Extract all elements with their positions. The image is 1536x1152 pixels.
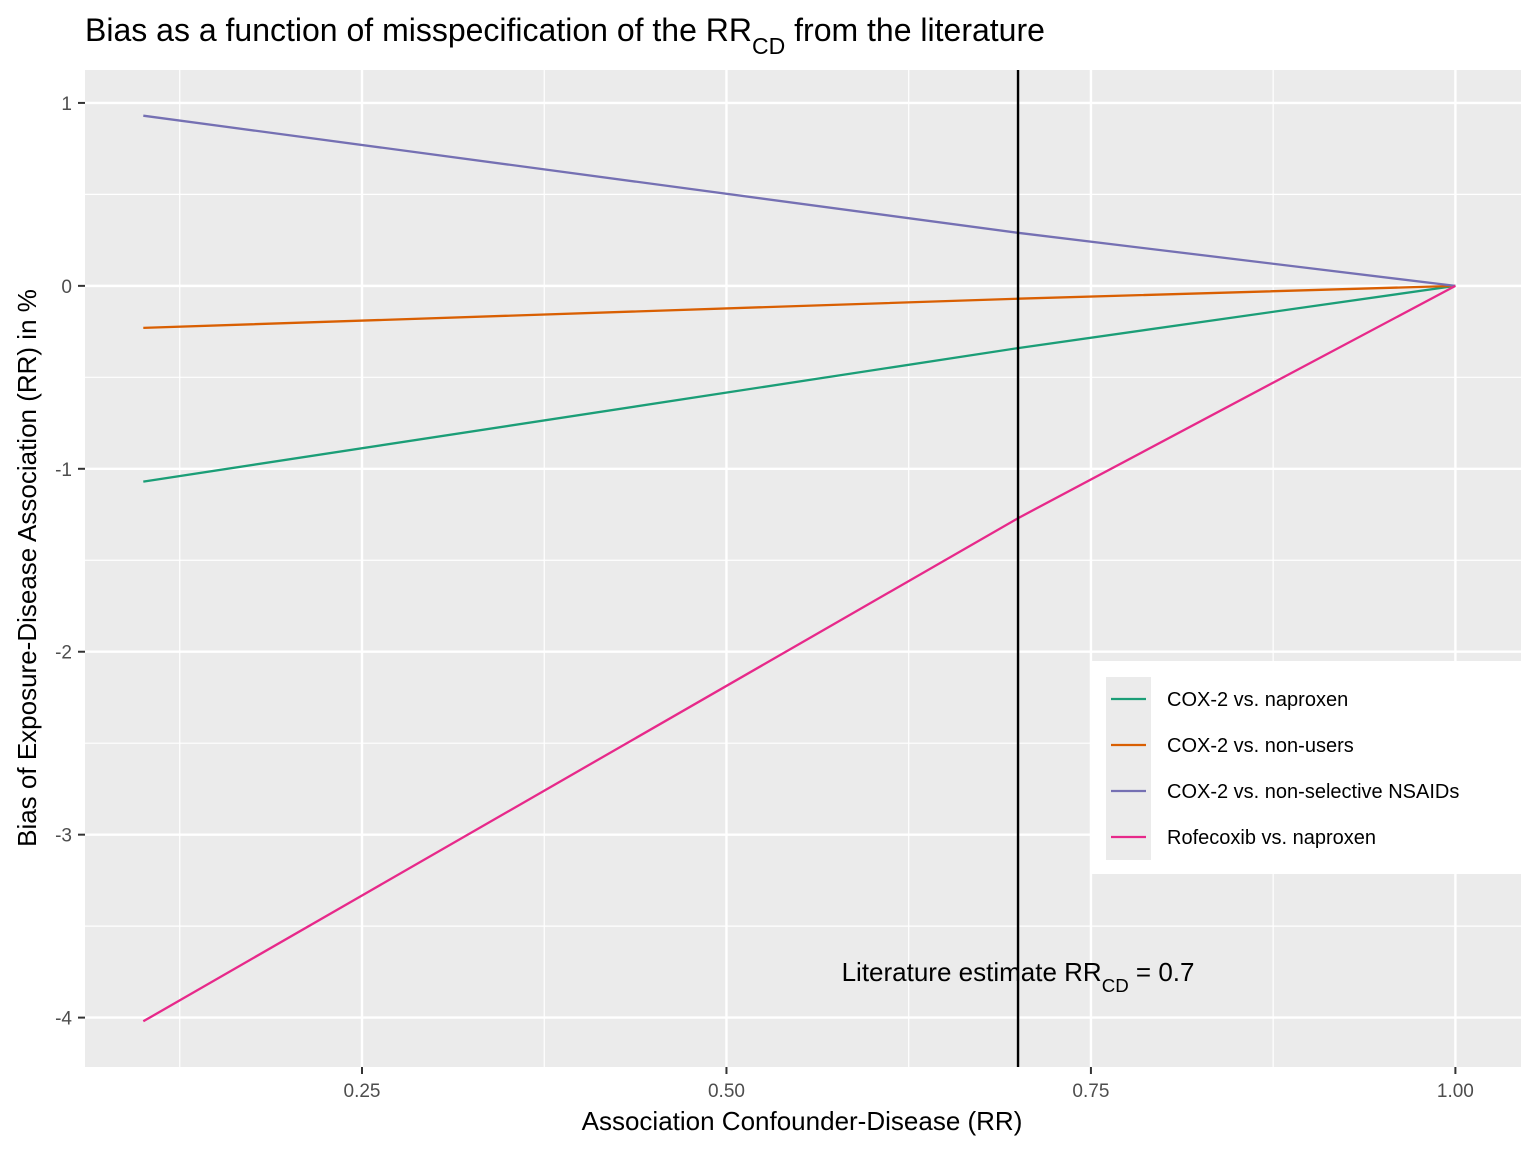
x-tick-label: 0.75	[1072, 1081, 1109, 1102]
y-tick-label: -2	[55, 643, 72, 664]
text-main: Literature estimate RR	[842, 957, 1102, 987]
y-axis: 1 0 -1 -2 -3 -4	[55, 94, 85, 1030]
legend-key-background	[1106, 677, 1151, 860]
legend: COX-2 vs. naproxen COX-2 vs. non-users COX…	[1092, 661, 1521, 874]
text-suffix: from the literature	[785, 12, 1045, 48]
x-axis-title: Association Confounder-Disease (RR)	[582, 1106, 1023, 1136]
x-tick-label: 0.25	[344, 1081, 381, 1102]
text-main: Bias as a function of misspecification o…	[85, 12, 752, 48]
grid-major	[85, 70, 1521, 1067]
legend-box	[1092, 661, 1521, 874]
chart-title: Bias as a function of misspecification o…	[85, 12, 1045, 59]
y-tick-label: -1	[55, 460, 72, 481]
x-axis: 0.25 0.50 0.75 1.00	[344, 1067, 1474, 1102]
y-tick-label: -3	[55, 826, 72, 847]
x-tick-label: 0.50	[708, 1081, 745, 1102]
x-tick-label: 1.00	[1437, 1081, 1474, 1102]
annotation-label: Literature estimate RRCD = 0.7	[842, 957, 1195, 996]
y-axis-title: Bias of Exposure-Disease Association (RR…	[12, 289, 42, 847]
legend-label-1: COX-2 vs. naproxen	[1167, 689, 1348, 711]
text-subscript: CD	[752, 33, 785, 59]
y-tick-label: 1	[61, 94, 72, 115]
text-suffix: = 0.7	[1129, 957, 1195, 987]
legend-label-2: COX-2 vs. non-users	[1167, 735, 1354, 757]
legend-label-4: Rofecoxib vs. naproxen	[1167, 827, 1376, 849]
text-subscript: CD	[1102, 974, 1129, 995]
legend-label-3: COX-2 vs. non-selective NSAIDs	[1167, 781, 1459, 803]
plot-panel	[85, 70, 1521, 1067]
y-tick-label: 0	[61, 277, 72, 298]
y-tick-label: -4	[55, 1009, 72, 1030]
grid-minor	[85, 70, 1521, 1067]
